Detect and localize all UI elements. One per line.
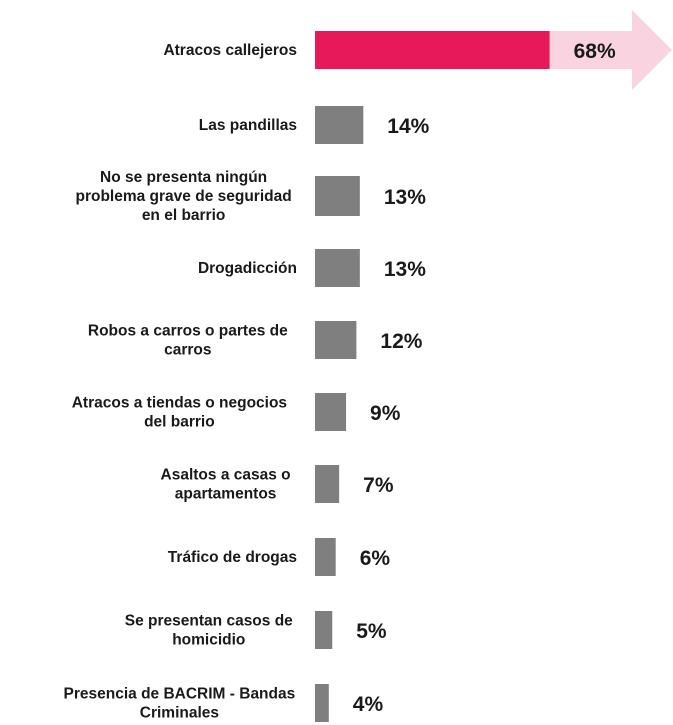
category-label: Presencia de BACRIM - Bandas Criminales: [64, 686, 296, 722]
value-label: 14%: [387, 115, 429, 138]
value-label: 12%: [380, 330, 422, 353]
bar: [315, 106, 364, 144]
bar: [315, 393, 347, 431]
category-label: Las pandillas: [199, 117, 297, 134]
bar: [315, 31, 550, 69]
value-label: 6%: [360, 547, 391, 570]
category-label: Drogadicción: [198, 260, 297, 277]
bar: [315, 611, 333, 649]
value-label: 7%: [363, 474, 394, 497]
value-label: 4%: [353, 693, 384, 716]
bar: [315, 321, 357, 359]
category-label: Asaltos a casas o apartamentos: [161, 467, 291, 503]
category-label: Se presentan casos de homicidio: [125, 613, 293, 649]
category-label: Atracos a tiendas o negocios del barrio: [72, 395, 287, 431]
value-label: 13%: [384, 186, 426, 209]
value-label: 9%: [370, 402, 401, 425]
bar: [315, 176, 360, 216]
bar: [315, 249, 360, 287]
category-label: No se presenta ningún problema grave de s…: [75, 169, 291, 224]
bar: [315, 538, 336, 576]
category-label: Atracos callejeros: [163, 42, 297, 59]
value-label: 13%: [384, 258, 426, 281]
bar: [315, 465, 340, 503]
bar: [315, 684, 329, 722]
category-label: Robos a carros o partes de carros: [88, 323, 288, 359]
value-label: 68%: [574, 40, 616, 63]
category-label: Tráfico de drogas: [168, 549, 297, 566]
value-label: 5%: [356, 620, 387, 643]
